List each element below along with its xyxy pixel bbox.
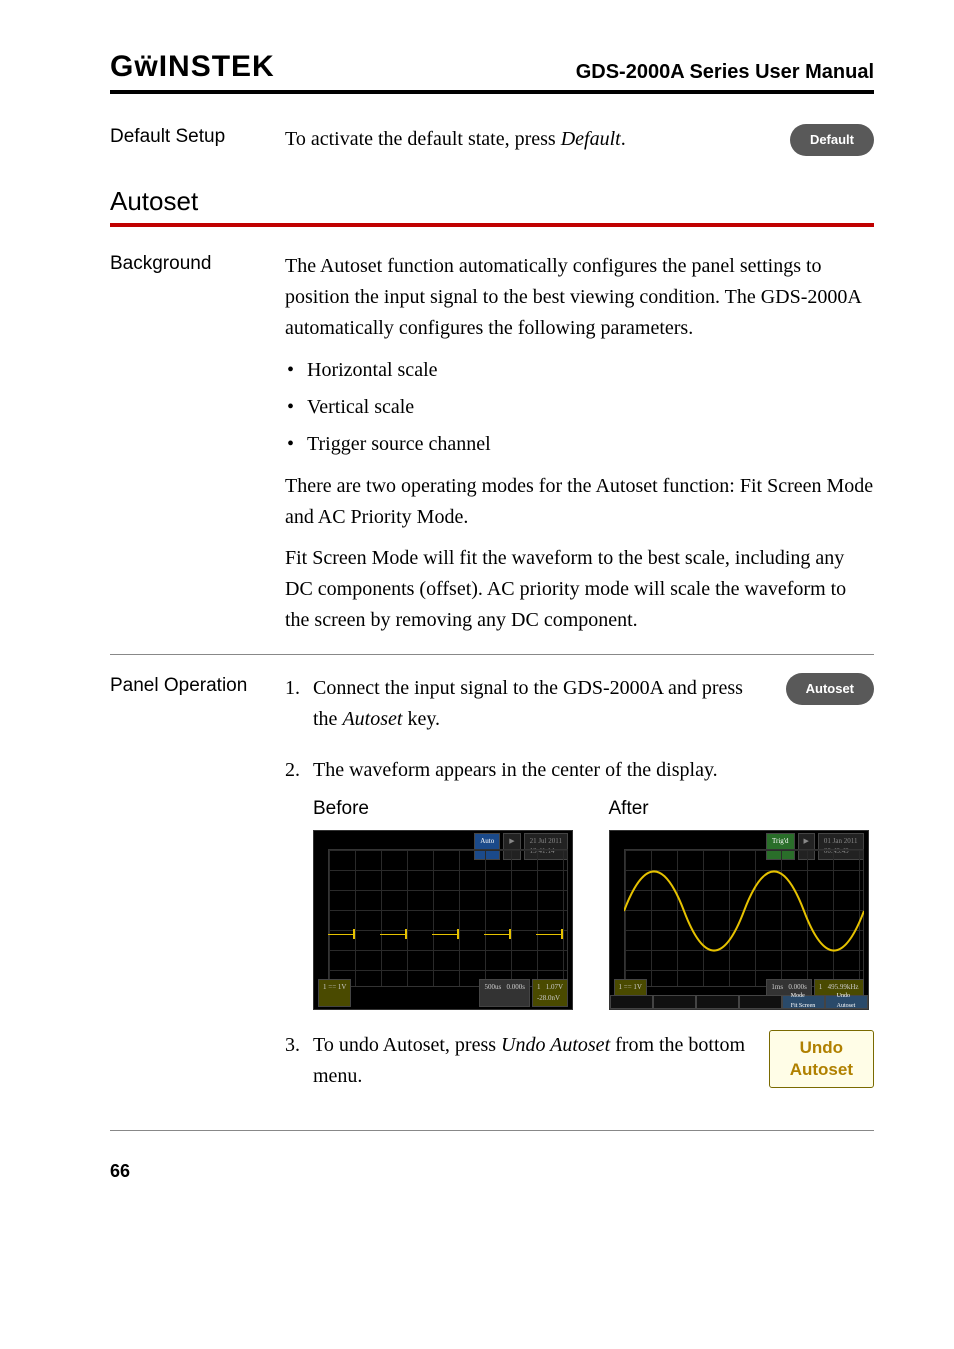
page-header: GẅINSTEK GDS-2000A Series User Manual [110,50,874,94]
before-after: Before Auto ▶ 21 Jul 201113:41:14 [313,794,874,1009]
menu-item[interactable] [653,995,696,1009]
bottom-menu: ModeFit Screen UndoAutoset [610,995,868,1009]
ch-tag: 1 == 1V [318,979,351,1007]
step-number: 3. [285,1030,313,1092]
manual-title: GDS-2000A Series User Manual [576,61,874,84]
trig-tag: 1 1.07V-28.0nV [532,979,568,1007]
menu-undo[interactable]: UndoAutoset [825,995,868,1009]
menu-mode[interactable]: ModeFit Screen [782,995,825,1009]
menu-item[interactable] [696,995,739,1009]
before-label: Before [313,794,579,823]
panel-operation-label: Panel Operation [110,673,285,1111]
step2-text: The waveform appears in the center of th… [313,755,874,786]
logo: GẅINSTEK [110,50,275,84]
step-number: 1. [285,673,313,735]
background-p2: There are two operating modes for the Au… [285,471,874,533]
text: To activate the default state, press [285,128,561,150]
step1-text: Connect the input signal to the GDS-2000… [313,673,766,735]
scope-before: Auto ▶ 21 Jul 201113:41:14 1 == 1V 500us [313,830,573,1010]
undo-line1: Undo [800,1038,843,1057]
waveform-flat [328,934,568,936]
default-setup-section: Default Setup To activate the default st… [110,124,874,156]
default-setup-label: Default Setup [110,124,285,156]
step-3: 3. To undo Autoset, press Undo Autoset f… [285,1030,874,1092]
default-button[interactable]: Default [790,124,874,156]
step-2: 2. The waveform appears in the center of… [285,755,874,1009]
undo-line2: Autoset [790,1060,853,1079]
divider [110,1130,874,1131]
menu-item[interactable] [739,995,782,1009]
step-number: 2. [285,755,313,1009]
bullet: Trigger source channel [307,426,874,463]
red-rule [110,223,874,227]
background-label: Background [110,251,285,636]
autoset-button[interactable]: Autoset [786,673,874,705]
bullet: Horizontal scale [307,352,874,389]
grid [328,849,568,987]
panel-operation-section: Panel Operation 1. Connect the input sig… [110,673,874,1111]
step-1: 1. Connect the input signal to the GDS-2… [285,673,874,735]
autoset-heading: Autoset [110,186,874,217]
step3-text: To undo Autoset, press Undo Autoset from… [313,1030,749,1092]
background-bullets: Horizontal scale Vertical scale Trigger … [285,352,874,463]
background-p3: Fit Screen Mode will fit the waveform to… [285,543,874,636]
text-italic: Default [561,128,621,150]
default-setup-text: To activate the default state, press Def… [285,124,770,155]
after-label: After [609,794,875,823]
text: key. [402,708,440,730]
text-italic: Autoset [342,708,402,730]
scope-after: Trig'd ▶ 01 Jan 201100:43:49 [609,830,869,1010]
bullet: Vertical scale [307,389,874,426]
divider [110,654,874,655]
text-italic: Undo Autoset [501,1034,610,1056]
background-section: Background The Autoset function automati… [110,251,874,636]
time-base: 500us 0.000s [479,979,529,1007]
menu-item[interactable] [610,995,653,1009]
page-number: 66 [110,1161,874,1182]
waveform-sine [624,853,864,969]
undo-autoset-button[interactable]: Undo Autoset [769,1030,874,1088]
background-p1: The Autoset function automatically confi… [285,251,874,344]
text: To undo Autoset, press [313,1034,501,1056]
text: . [621,128,626,150]
